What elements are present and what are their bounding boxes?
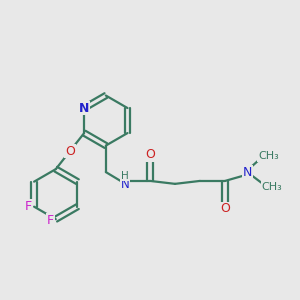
- Text: O: O: [65, 145, 75, 158]
- Text: O: O: [220, 202, 230, 215]
- Text: N: N: [121, 178, 129, 191]
- Text: O: O: [145, 148, 155, 161]
- Text: F: F: [47, 214, 54, 227]
- Text: CH₃: CH₃: [258, 151, 279, 161]
- Text: F: F: [25, 200, 32, 213]
- Text: N: N: [242, 166, 252, 178]
- Text: N: N: [79, 101, 89, 115]
- Text: H: H: [121, 171, 129, 181]
- Text: CH₃: CH₃: [262, 182, 283, 192]
